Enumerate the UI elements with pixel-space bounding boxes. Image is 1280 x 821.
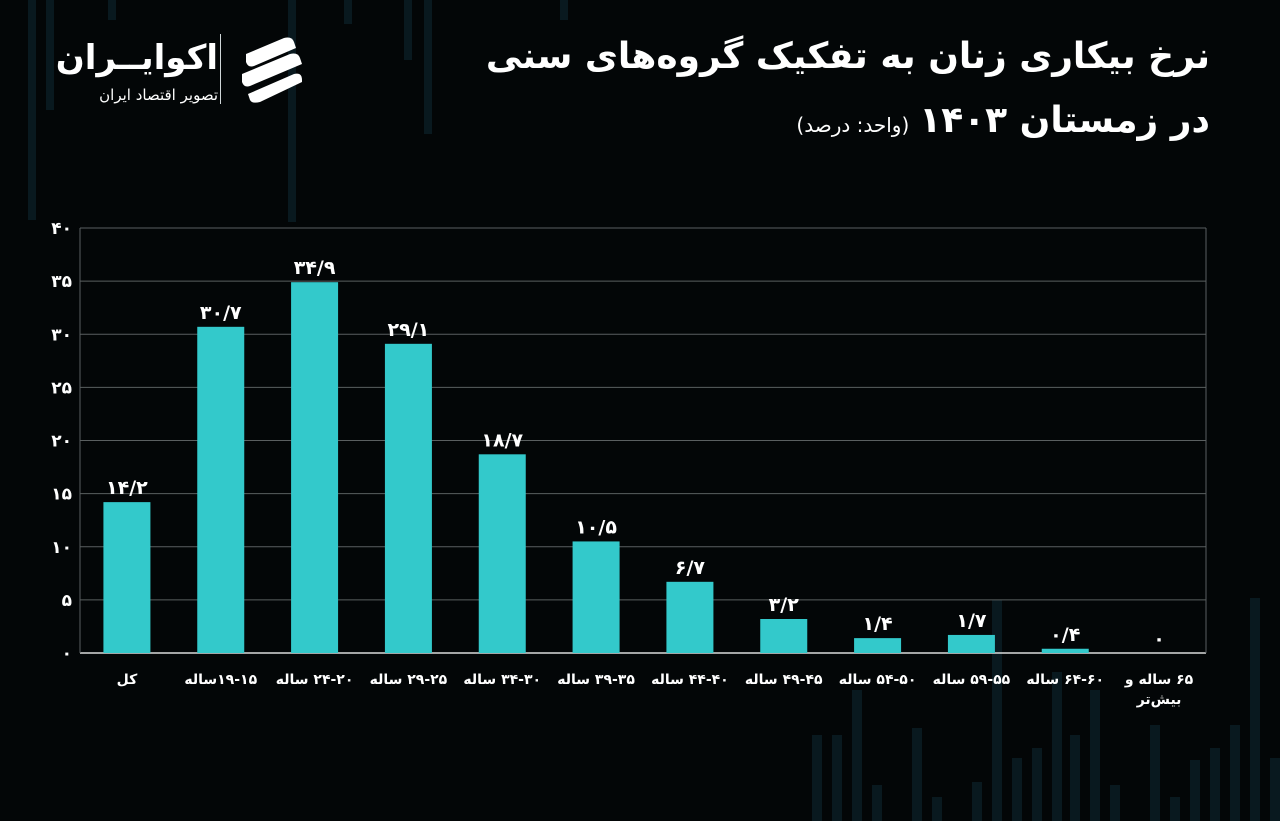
decor-bar <box>344 0 352 24</box>
decor-bar <box>288 0 296 222</box>
decor-bar <box>46 0 54 110</box>
x-tick-label: ۵۹-۵۵ ساله <box>933 672 1011 688</box>
x-tick-label: ۴۹-۴۵ ساله <box>745 672 823 688</box>
y-tick-label: ۳۵ <box>51 272 72 292</box>
x-tick-label: ۶۵ ساله و <box>1124 672 1194 688</box>
bar <box>666 581 714 653</box>
logo-divider <box>220 34 221 104</box>
x-tick-label: ۲۴-۲۰ ساله <box>276 672 354 688</box>
decor-bar <box>1090 690 1100 821</box>
bar <box>572 541 620 653</box>
x-tick-label: ۲۹-۲۵ ساله <box>370 672 448 688</box>
x-tick-label: ۳۹-۳۵ ساله <box>557 672 635 688</box>
data-label: ۲۹/۱ <box>388 319 430 341</box>
chart-title: نرخ بیکاری زنان به تفکیک گروه‌های سنی <box>485 36 1210 77</box>
x-tick-label: ۱۹-۱۵ساله <box>184 672 257 688</box>
decor-bar <box>1032 748 1042 821</box>
y-tick-label: ۱۰ <box>51 538 72 558</box>
data-label: ۱۴/۲ <box>106 477 148 499</box>
decor-bar <box>1270 758 1280 821</box>
decor-bar <box>404 0 412 60</box>
decor-bar <box>852 690 862 821</box>
decor-bar <box>1170 797 1180 821</box>
bar <box>291 282 339 653</box>
bar <box>947 634 995 653</box>
x-tick-label: ۶۴-۶۰ ساله <box>1026 672 1104 688</box>
data-label: ۳/۲ <box>769 594 800 616</box>
unit-note: (واحد: درصد) <box>796 113 910 137</box>
logo-tagline: تصویر اقتصاد ایران <box>99 86 218 104</box>
x-tick-label: ۵۴-۵۰ ساله <box>839 672 917 688</box>
x-tick-label: ۳۴-۳۰ ساله <box>463 672 541 688</box>
y-tick-label: ۲۰ <box>51 432 72 452</box>
bar <box>760 619 808 653</box>
decor-bar <box>812 735 822 821</box>
data-label: ۳۰/۷ <box>200 302 242 324</box>
decor-bar <box>932 797 942 821</box>
y-tick-label: ۴۰ <box>51 219 72 239</box>
decor-bar <box>1190 760 1200 821</box>
y-tick-label: ۰ <box>62 644 72 664</box>
decor-bar <box>28 0 36 220</box>
decor-bar <box>108 0 116 20</box>
data-label: ۱/۴ <box>863 613 893 635</box>
x-tick-label: کل <box>117 672 138 688</box>
decor-bar <box>1230 725 1240 821</box>
decor-bar <box>872 785 882 821</box>
chart-subtitle-row: در زمستان ۱۴۰۳ (واحد: درصد) <box>796 100 1210 141</box>
decor-bar <box>1150 725 1160 821</box>
decor-bar <box>1052 672 1062 821</box>
data-label: ۱۸/۷ <box>481 429 523 451</box>
decor-bar <box>972 782 982 821</box>
bar <box>384 343 432 653</box>
y-tick-label: ۱۵ <box>51 485 72 505</box>
ecoiran-logo-icon <box>242 37 302 103</box>
bar <box>478 454 526 653</box>
x-tick-label: بیش‌تر <box>1136 692 1182 708</box>
bar <box>854 638 902 653</box>
data-label: ۱/۷ <box>956 610 987 632</box>
decor-bar <box>832 735 842 821</box>
logo: اکوایــران تصویر اقتصاد ایران <box>48 30 318 110</box>
y-tick-label: ۲۵ <box>51 378 72 398</box>
decor-bar <box>424 0 432 134</box>
decor-bar <box>1070 735 1080 821</box>
decor-bar <box>912 728 922 821</box>
logo-name: اکوایــران <box>55 38 218 78</box>
bar <box>103 502 151 653</box>
data-label: ۳۴/۹ <box>294 257 336 279</box>
bar <box>1041 648 1089 653</box>
decor-bar <box>1110 785 1120 821</box>
data-label: ۰ <box>1153 628 1165 650</box>
decor-bar <box>992 600 1002 821</box>
decor-bar <box>1250 598 1260 821</box>
data-label: ۶/۷ <box>675 557 706 579</box>
x-tick-label: ۴۴-۴۰ ساله <box>651 672 729 688</box>
data-label: ۰/۴ <box>1050 624 1080 646</box>
data-label: ۱۰/۵ <box>575 516 617 538</box>
bar <box>197 326 245 653</box>
y-tick-label: ۵ <box>62 591 72 611</box>
y-tick-label: ۳۰ <box>51 325 72 345</box>
decor-bar <box>1012 758 1022 821</box>
chart-subtitle: در زمستان ۱۴۰۳ <box>919 100 1210 141</box>
decor-bar <box>1210 748 1220 821</box>
decor-bar <box>560 0 568 20</box>
